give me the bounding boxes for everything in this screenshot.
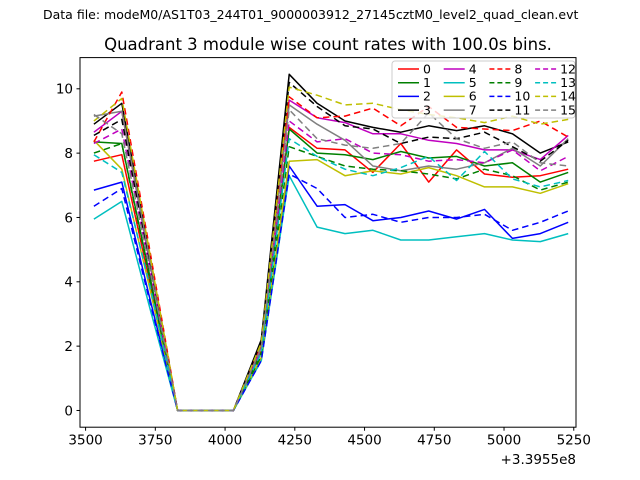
y-tick-label: 8	[64, 146, 73, 162]
legend-entry-label-13: 13	[560, 75, 576, 90]
legend-entry-label-0: 0	[423, 61, 431, 76]
x-tick-label: 5000	[487, 433, 521, 449]
x-tick-label: 4250	[278, 433, 312, 449]
legend-entry-label-8: 8	[514, 61, 522, 76]
data-file-label: Data file: modeM0/AS1T03_244T01_90000039…	[43, 7, 578, 22]
y-tick-label: 6	[64, 210, 73, 226]
legend-entry-label-14: 14	[560, 89, 576, 104]
legend-entry-label-1: 1	[423, 75, 431, 90]
legend-entry-label-10: 10	[514, 89, 530, 104]
series-lines	[93, 73, 569, 412]
legend-entry-label-12: 12	[560, 61, 576, 76]
x-tick-label: 4000	[208, 433, 242, 449]
legend-entry-label-4: 4	[469, 61, 477, 76]
series-line-11	[93, 81, 569, 412]
x-axis-offset-label: +3.3955e8	[501, 452, 576, 468]
x-tick-label: 3500	[68, 433, 102, 449]
legend-entry-label-11: 11	[514, 102, 530, 117]
chart-title: Quadrant 3 module wise count rates with …	[104, 35, 552, 54]
y-axis-ticks: 0 2 4 6 8 10	[56, 82, 80, 419]
legend-entry-label-15: 15	[560, 102, 576, 117]
x-tick-label: 4500	[347, 433, 381, 449]
legend-entry-label-6: 6	[469, 89, 477, 104]
plot-area-border	[79, 57, 577, 428]
legend-entry-label-2: 2	[423, 89, 431, 104]
x-axis-ticks: 3500 3750 4000 4250 4500 4750 5000 5250	[68, 427, 591, 449]
x-tick-label: 3750	[138, 433, 172, 449]
series-line-15	[93, 108, 569, 412]
x-tick-label: 4750	[417, 433, 451, 449]
legend-entry-label-9: 9	[514, 75, 522, 90]
series-line-9	[93, 142, 569, 412]
legend-entry-label-7: 7	[469, 102, 477, 117]
legend-entry-label-3: 3	[423, 102, 431, 117]
y-tick-label: 10	[56, 82, 73, 98]
y-tick-label: 2	[64, 339, 73, 355]
legend-entry-label-5: 5	[469, 75, 477, 90]
y-tick-label: 0	[64, 403, 73, 419]
y-tick-label: 4	[64, 275, 73, 291]
series-line-10	[93, 173, 569, 412]
legend-frame	[391, 60, 576, 119]
x-tick-label: 5250	[557, 433, 591, 449]
